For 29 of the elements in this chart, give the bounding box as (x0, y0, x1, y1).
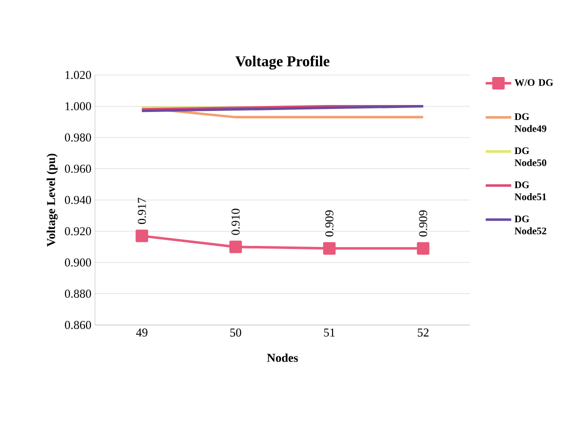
chart-title: Voltage Profile (235, 56, 330, 70)
y-tick-label: 1.020 (66, 70, 92, 80)
data-label: 0.917 (138, 198, 146, 224)
x-tick-label: 51 (324, 328, 335, 337)
point (416, 242, 430, 255)
y-tick-label: 0.960 (64, 164, 92, 173)
y-tick-label: 0.880 (64, 290, 92, 298)
point (229, 240, 242, 254)
x-axis-title: Nodes (267, 353, 298, 362)
x-tick-label: 49 (136, 328, 148, 337)
y-tick-label: 0.860 (64, 320, 92, 330)
legend-label: DG Node52 (514, 216, 546, 234)
point (136, 230, 148, 242)
legend-label: DG Node49 (514, 113, 546, 132)
legend-label: DG Node50 (514, 147, 546, 166)
y-tick-label: 0.900 (64, 258, 92, 267)
data-label: 0.909 (419, 210, 428, 236)
y-tick-label: 0.980 (64, 133, 92, 142)
y-tick-label: 0.920 (64, 227, 92, 236)
x-tick-label: 50 (230, 328, 242, 337)
data-label: 0.909 (325, 210, 334, 236)
legend-label: W/O DG (514, 79, 554, 86)
y-tick-label: 1.000 (66, 102, 92, 110)
y-axis-title: Voltage Level (pu) (46, 154, 58, 247)
legend-label: DG Node51 (514, 181, 546, 200)
x-tick-label: 52 (418, 328, 428, 337)
point (323, 242, 336, 255)
data-label: 0.910 (232, 208, 240, 235)
y-tick-label: 0.940 (64, 196, 92, 204)
